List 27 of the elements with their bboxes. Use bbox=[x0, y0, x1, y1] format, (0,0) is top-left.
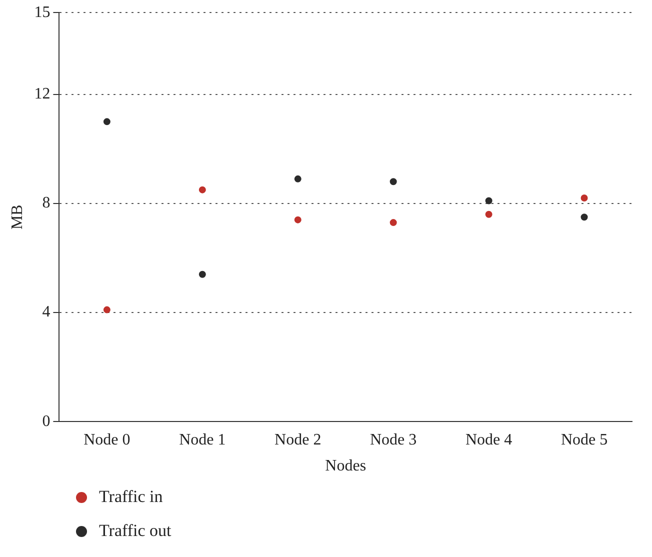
point bbox=[103, 118, 110, 126]
point bbox=[198, 270, 206, 278]
point bbox=[580, 214, 588, 221]
x-tick-label: Node 1 bbox=[179, 431, 226, 448]
point bbox=[294, 216, 302, 224]
y-tick-label: 0 bbox=[42, 412, 50, 430]
y-tick-label: 15 bbox=[34, 4, 50, 21]
point bbox=[580, 194, 588, 202]
x-tick-label: Node 3 bbox=[370, 431, 417, 448]
y-tick-label: 12 bbox=[34, 86, 50, 103]
legend-label: Traffic out bbox=[99, 521, 172, 541]
legend-label: Traffic in bbox=[99, 487, 163, 507]
x-tick-label: Node 0 bbox=[84, 431, 130, 448]
y-tick-label: 4 bbox=[42, 304, 50, 321]
y-axis-title: MB bbox=[8, 204, 26, 230]
x-axis-title: Nodes bbox=[325, 458, 366, 475]
point bbox=[485, 210, 492, 218]
point bbox=[390, 178, 397, 186]
point bbox=[103, 306, 110, 314]
x-tick-label: Node 4 bbox=[465, 431, 512, 448]
point bbox=[294, 175, 302, 182]
point bbox=[485, 197, 492, 204]
x-tick-label: Node 5 bbox=[560, 431, 608, 448]
point bbox=[390, 219, 397, 226]
point bbox=[198, 186, 206, 194]
y-tick-label: 8 bbox=[42, 194, 50, 212]
x-tick-label: Node 2 bbox=[274, 431, 322, 448]
